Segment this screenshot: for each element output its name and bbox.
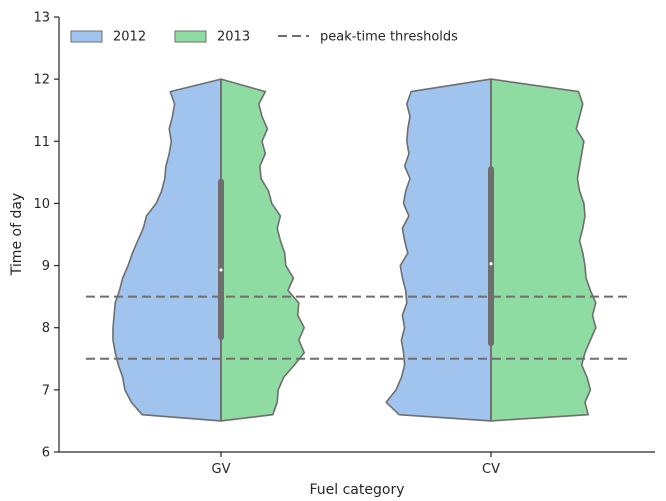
y-tick-label-7: 7 (42, 383, 50, 398)
y-tick-label-9: 9 (42, 259, 50, 274)
y-tick-label-13: 13 (33, 11, 50, 26)
violin-gv-2013 (220, 78, 305, 422)
legend: 2012 2013 peak-time thresholds (70, 30, 458, 45)
violin-gv-2012 (112, 78, 222, 422)
legend-label-peak-time-thresholds: peak-time thresholds (320, 30, 458, 45)
violins-layer (112, 78, 597, 422)
y-tick-label-6: 6 (42, 446, 50, 461)
legend-swatch-2013 (174, 30, 207, 43)
y-axis-label: Time of day (9, 193, 25, 276)
x-axis-label: Fuel category (310, 482, 405, 498)
x-tick-label-gv: GV (212, 462, 231, 477)
x-tick-label-cv: CV (482, 462, 500, 477)
violin-cv-median-dot (489, 262, 493, 266)
y-tick-label-10: 10 (33, 197, 50, 212)
violin-cv-2012 (385, 78, 492, 422)
axes: 6 7 8 9 10 11 12 13 GV CV (33, 11, 655, 477)
violin-gv-median-dot (219, 268, 223, 272)
legend-label-2012: 2012 (113, 30, 146, 45)
y-tick-label-11: 11 (33, 135, 50, 150)
legend-swatch-2012 (70, 30, 103, 43)
threshold-lines (86, 295, 628, 360)
y-tick-label-12: 12 (33, 73, 50, 88)
violin-cv-2013 (490, 78, 597, 422)
y-tick-label-8: 8 (42, 321, 50, 336)
legend-label-2013: 2013 (217, 30, 250, 45)
